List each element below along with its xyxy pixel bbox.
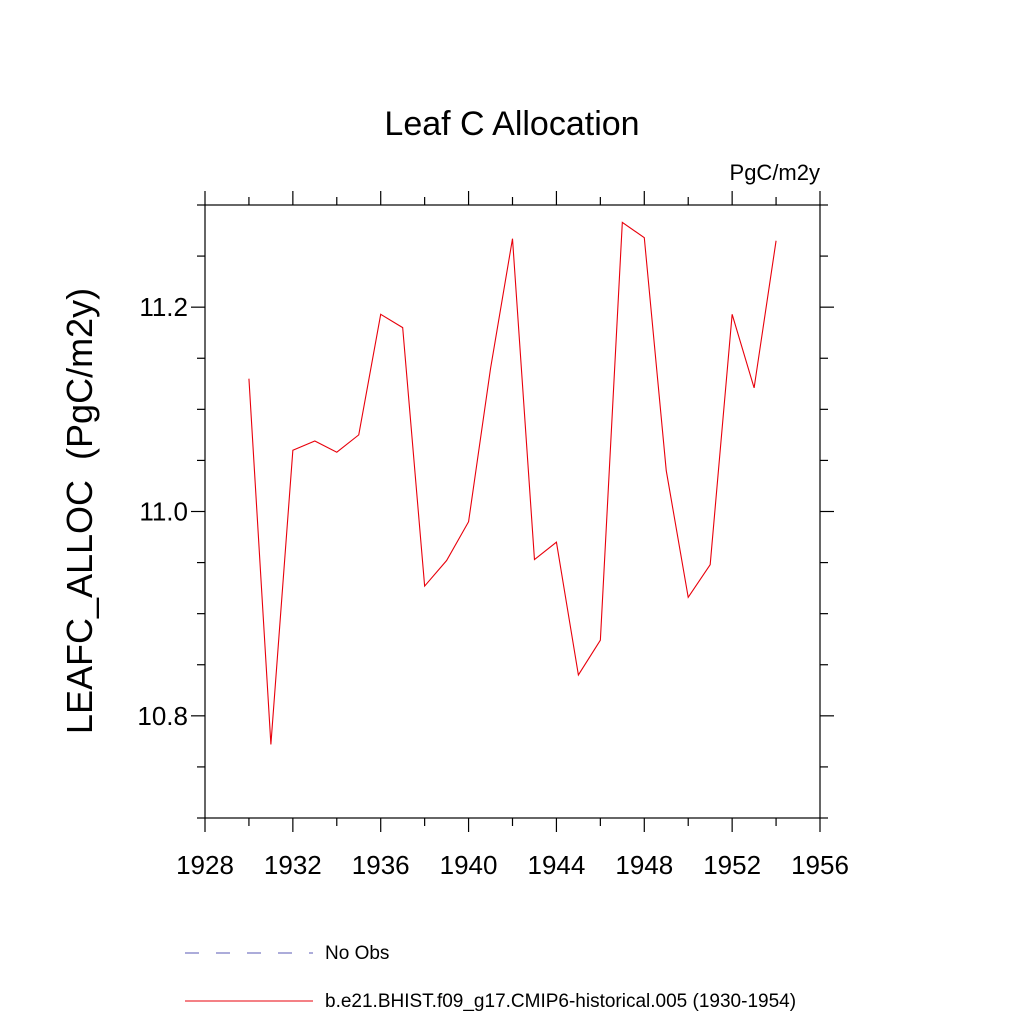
y-axis: 10.8 11.0 11.2 bbox=[137, 204, 834, 819]
x-tick-label: 1940 bbox=[440, 850, 498, 880]
plot-frame bbox=[204, 204, 821, 819]
chart-title: Leaf C Allocation bbox=[384, 105, 639, 143]
y-tick-label: 11.2 bbox=[139, 292, 188, 322]
y-tick-label: 11.0 bbox=[139, 497, 188, 527]
x-tick-label: 1952 bbox=[703, 850, 761, 880]
x-tick-label: 1956 bbox=[791, 850, 849, 880]
legend-label-model: b.e21.BHIST.f09_g17.CMIP6-historical.005… bbox=[325, 991, 796, 1012]
y-axis-label: LEAFC_ALLOC (PgC/m2y) bbox=[59, 288, 100, 734]
units-label: PgC/m2y bbox=[730, 160, 820, 185]
x-tick-label: 1928 bbox=[176, 850, 234, 880]
x-tick-label: 1936 bbox=[352, 850, 410, 880]
series-layer bbox=[248, 221, 777, 745]
x-axis: 1928 1932 1936 1940 1944 1948 1952 1956 bbox=[176, 191, 849, 880]
series-line bbox=[248, 221, 777, 745]
x-tick-label: 1948 bbox=[615, 850, 673, 880]
y-tick-label: 10.8 bbox=[137, 701, 188, 731]
x-tick-label: 1932 bbox=[264, 850, 322, 880]
legend-label-no-obs: No Obs bbox=[325, 943, 389, 964]
legend: No Obs b.e21.BHIST.f09_g17.CMIP6-histori… bbox=[185, 943, 796, 1012]
x-tick-label: 1944 bbox=[528, 850, 586, 880]
